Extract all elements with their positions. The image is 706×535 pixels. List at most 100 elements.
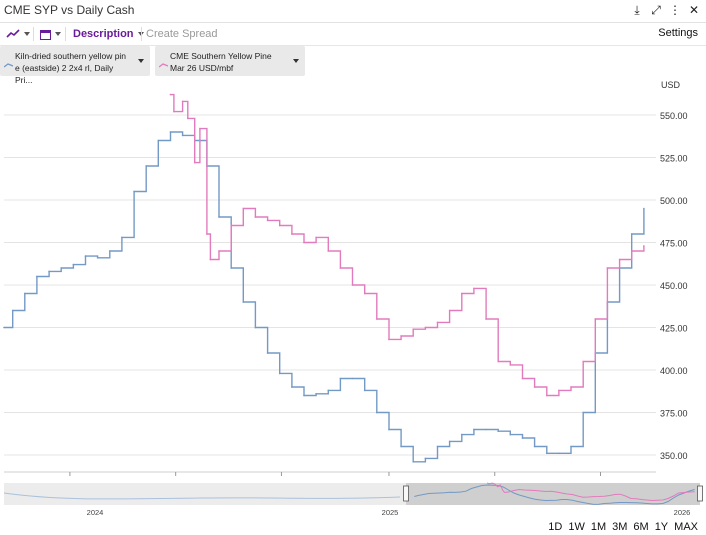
data-point [206, 233, 208, 235]
data-point [278, 224, 281, 227]
legend-label-cash: Kiln-dried southern yellow pin e (eastsi… [15, 51, 127, 85]
data-point [497, 430, 500, 433]
data-point [11, 309, 14, 312]
chevron-down-icon [138, 59, 144, 63]
data-point [630, 250, 633, 252]
description-dropdown[interactable]: Description [73, 26, 144, 42]
data-point [60, 267, 63, 269]
data-point [327, 389, 330, 392]
data-point [545, 394, 548, 397]
data-point [254, 216, 257, 218]
data-point [497, 360, 500, 363]
expand-icon[interactable]: ⤢ [651, 3, 661, 17]
data-point [48, 270, 50, 273]
data-point [254, 326, 257, 329]
data-point [351, 377, 354, 380]
data-point [339, 267, 342, 269]
title-bar: CME SYP vs Daily Cash ⤓ ⤢ ⋮ ✕ [0, 0, 706, 23]
navigator-year-label: 2024 [87, 508, 104, 517]
y-tick-label: 450.00 [660, 281, 688, 291]
navigator-series [414, 484, 695, 505]
y-axis-label: USD [661, 80, 681, 90]
data-point [545, 452, 548, 455]
navigator-year-label: 2026 [674, 508, 691, 517]
range-button-1w[interactable]: 1W [568, 521, 585, 533]
chart-toolbar: Description Create Spread Settings [0, 23, 706, 46]
y-tick-label: 350.00 [660, 451, 688, 461]
data-point [509, 433, 512, 436]
data-point [473, 428, 475, 431]
data-point [388, 428, 390, 431]
data-point [169, 93, 172, 96]
more-icon[interactable]: ⋮ [669, 3, 681, 17]
line-chart-icon [6, 29, 20, 38]
window-controls: ⤓ ⤢ ⋮ ✕ [631, 3, 700, 17]
data-point [173, 110, 175, 113]
data-point [157, 139, 160, 142]
window-title: CME SYP vs Daily Cash [4, 3, 135, 17]
legend-chip-futures[interactable]: CME Southern Yellow Pine Mar 26 USD/mbf [155, 46, 305, 76]
data-point [266, 219, 269, 222]
data-point [485, 428, 487, 431]
data-point [230, 267, 232, 269]
data-point [460, 292, 463, 295]
close-icon[interactable]: ✕ [688, 3, 700, 17]
data-point [424, 457, 427, 460]
create-spread-button[interactable]: Create Spread [146, 26, 218, 42]
data-point [558, 389, 560, 392]
data-point [448, 440, 451, 443]
data-point [339, 377, 342, 380]
data-point [412, 461, 415, 463]
range-button-1d[interactable]: 1D [548, 521, 563, 533]
data-point [521, 437, 524, 439]
legend-label-futures: CME Southern Yellow Pine Mar 26 USD/mbf [170, 51, 272, 73]
data-point [193, 161, 196, 164]
navigator-handle [697, 485, 703, 502]
data-point [618, 258, 621, 261]
y-tick-label: 375.00 [660, 409, 688, 419]
data-point [133, 190, 135, 193]
data-point [436, 321, 439, 324]
data-point [570, 445, 572, 448]
download-icon[interactable]: ⤓ [634, 3, 640, 17]
chevron-down-icon [55, 32, 61, 36]
data-point [485, 318, 487, 320]
data-point [96, 257, 99, 259]
chart-type-dropdown[interactable] [6, 26, 30, 42]
data-point [388, 338, 390, 341]
data-point [145, 165, 147, 167]
legend-chip-cash[interactable]: Kiln-dried southern yellow pin e (eastsi… [0, 46, 150, 85]
series-line-cash [4, 131, 645, 463]
y-tick-label: 475.00 [660, 239, 688, 249]
range-button-1y[interactable]: 1Y [654, 521, 669, 533]
range-button-3m[interactable]: 3M [612, 521, 628, 533]
data-point [327, 250, 330, 252]
data-point [315, 236, 317, 239]
navigator-selection [406, 483, 700, 505]
navigator-chart[interactable]: 2024 2025 2026 [0, 481, 706, 519]
data-point [291, 386, 293, 388]
data-point [643, 245, 645, 247]
settings-button[interactable]: Settings [658, 27, 698, 39]
y-tick-label: 425.00 [660, 324, 688, 334]
range-button-max[interactable]: MAX [674, 521, 698, 533]
date-range-dropdown[interactable] [40, 26, 61, 42]
data-point [351, 284, 354, 286]
navigator-handle [403, 485, 409, 502]
data-point [84, 255, 87, 257]
chevron-down-icon [293, 59, 299, 63]
create-spread-label: Create Spread [146, 28, 218, 40]
data-point [218, 216, 220, 218]
range-button-6m[interactable]: 6M [633, 521, 649, 533]
data-point [412, 328, 415, 330]
main-chart[interactable]: 350.00 375.00 400.00 425.00 450.00 475.00 500.… [0, 78, 706, 480]
data-point [72, 263, 75, 266]
data-point [230, 224, 232, 227]
data-point [582, 411, 584, 414]
data-point [187, 117, 189, 120]
range-button-1m[interactable]: 1M [590, 521, 607, 533]
data-point [36, 275, 38, 278]
data-point [303, 241, 305, 244]
data-point [582, 360, 584, 363]
data-point [376, 411, 378, 414]
